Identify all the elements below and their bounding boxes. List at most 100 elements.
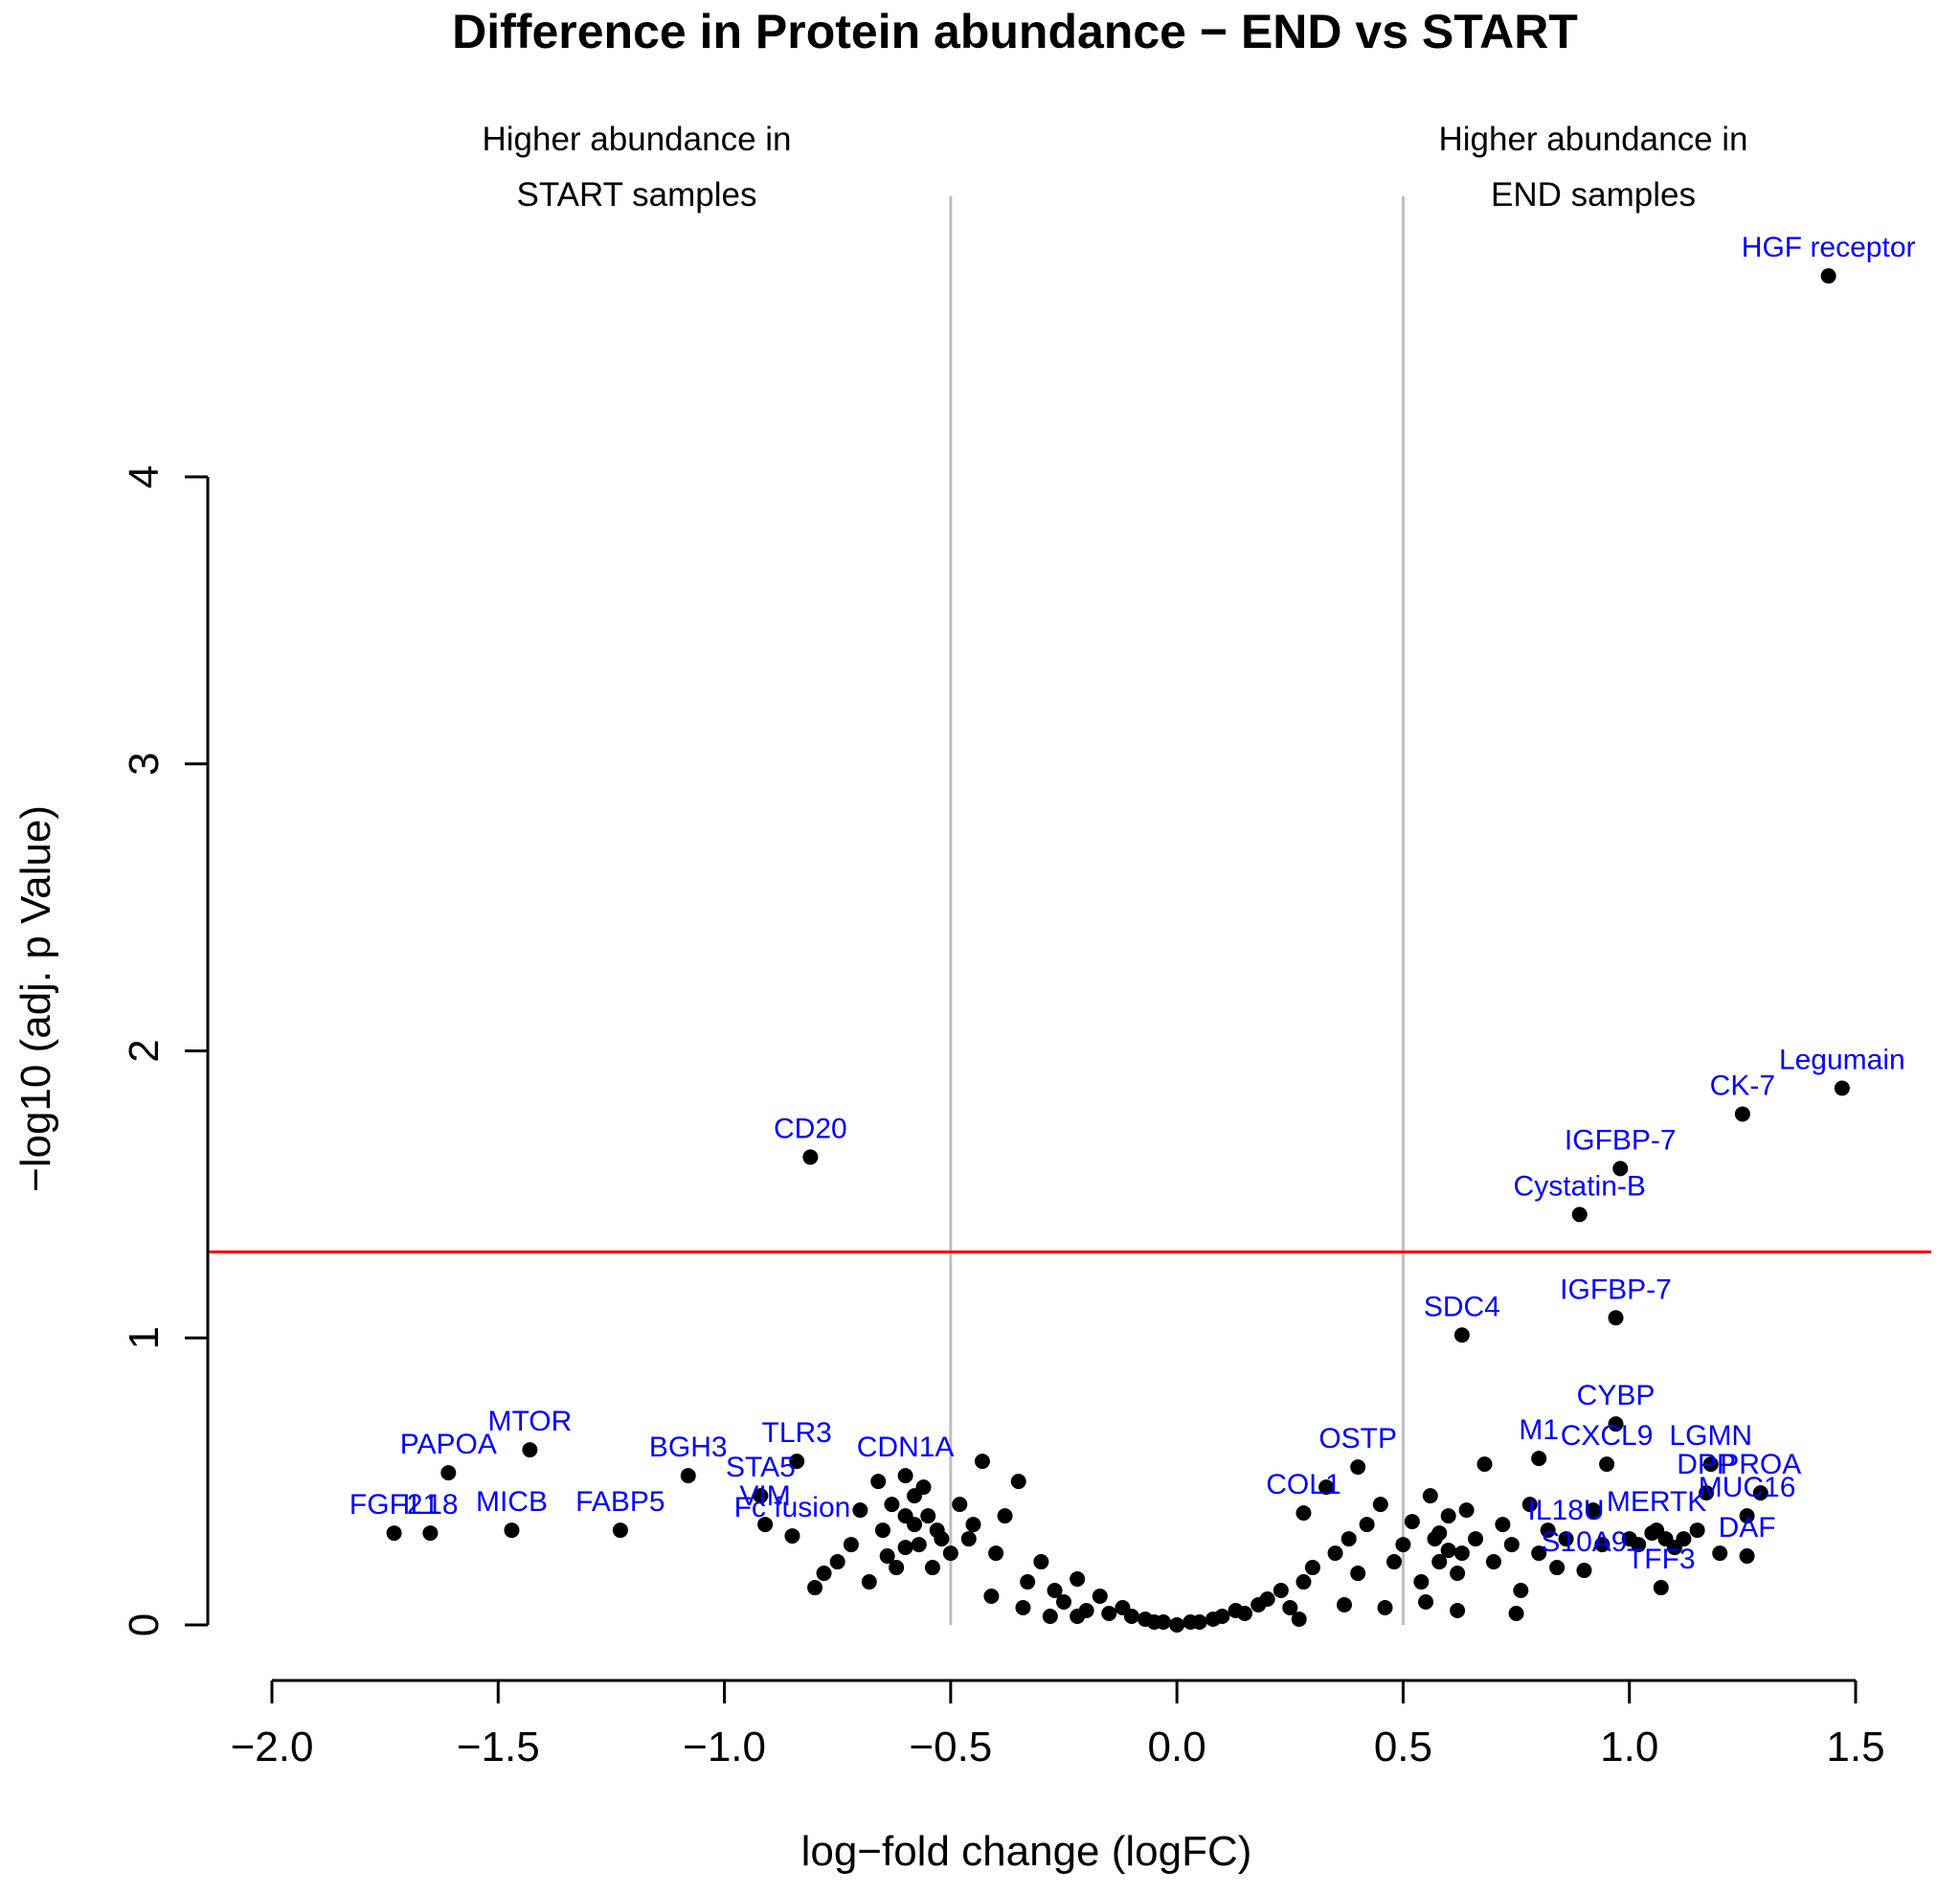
x-tick-label: −2.0 [231,1724,314,1770]
point-label: TFF3 [1627,1544,1696,1575]
data-point [1427,1531,1443,1547]
data-point [1594,1537,1611,1553]
data-point [924,1560,940,1576]
labeled-data-point [504,1522,520,1539]
labeled-data-point [1649,1522,1665,1539]
data-point [884,1497,900,1513]
point-label: FGF21 [349,1489,439,1521]
region-label-start-line-1: Higher abundance in [482,121,791,158]
labeled-data-point [802,1149,819,1165]
point-label: HGF receptor [1742,232,1916,263]
data-point [1191,1614,1207,1631]
point-label: S10A9 [1541,1526,1627,1558]
data-point [1101,1606,1117,1622]
point-label: IL18U [1528,1495,1605,1526]
labeled-data-point [1834,1080,1850,1096]
data-point [1676,1531,1692,1547]
data-point [1453,1545,1470,1562]
labeled-data-point [789,1454,805,1470]
data-point [988,1545,1004,1562]
data-point [1440,1543,1456,1559]
x-tick-label: 1.0 [1600,1724,1658,1770]
data-point [1413,1574,1430,1590]
labeled-data-point [1752,1485,1769,1501]
labeled-data-point [757,1517,774,1533]
data-point [1521,1497,1538,1513]
point-label: PROA [1720,1449,1801,1480]
point-label: CK-7 [1710,1070,1775,1101]
labeled-data-point [1608,1310,1624,1326]
y-tick-label: 4 [121,465,168,488]
labeled-data-point [897,1468,913,1484]
labeled-data-point [1734,1106,1750,1122]
data-point [843,1537,859,1553]
data-point [1422,1488,1438,1504]
data-point [1304,1560,1320,1576]
data-point [889,1560,905,1576]
point-label: SDC4 [1424,1291,1500,1322]
data-point [1458,1502,1475,1519]
data-point [1372,1497,1388,1513]
labeled-data-point [1608,1416,1624,1432]
point-label: DPP [1677,1449,1736,1480]
labeled-data-point [1653,1580,1669,1596]
data-point [920,1508,936,1524]
point-label: Cystatin-B [1514,1170,1646,1202]
point-label: CD20 [774,1113,847,1144]
labeled-data-point [386,1525,402,1542]
data-point [915,1479,932,1496]
data-point [1418,1594,1434,1611]
data-point [1631,1537,1647,1553]
data-point [1015,1600,1031,1616]
data-point [929,1522,945,1539]
region-label-start-line-2: START samples [517,176,757,214]
data-point [1503,1537,1520,1553]
y-tick-label: 3 [121,753,168,776]
data-point [1291,1612,1307,1628]
data-point [1549,1560,1566,1576]
data-point [1468,1531,1484,1547]
data-point [1386,1554,1402,1570]
labeled-data-point [1820,268,1836,284]
point-label: PAPOA [400,1429,497,1460]
point-label: CDN1A [857,1432,955,1463]
labeled-data-point [1295,1505,1312,1522]
y-tick-label: 1 [121,1326,168,1349]
x-tick-label: 0.0 [1148,1724,1206,1770]
y-axis-label: −log10 (adj. p Value) [12,805,59,1192]
data-point [1359,1517,1375,1533]
data-point [1377,1600,1393,1616]
x-axis: −2.0 −1.5 −1.0 −0.5 0.0 0.5 1.0 1.5 [231,1679,1885,1770]
point-label: VIM [739,1480,790,1512]
data-point [1585,1502,1601,1519]
data-point [1273,1583,1289,1599]
data-point [1237,1606,1253,1622]
reference-lines [208,196,1931,1625]
data-point [997,1508,1013,1524]
data-point [1395,1537,1411,1553]
point-label: FABP5 [575,1486,665,1518]
x-tick-label: −1.5 [457,1724,540,1770]
labeled-data-point [1739,1508,1755,1524]
y-axis: 0 1 2 3 4 [121,465,210,1636]
point-label: MERTK [1607,1486,1706,1518]
data-point [983,1589,1000,1605]
data-point [1340,1531,1357,1547]
point-label: CYBP [1577,1380,1656,1411]
point-label: LGMN [1669,1420,1752,1452]
data-point [1056,1594,1071,1611]
data-point [852,1502,868,1519]
data-point [1712,1545,1728,1562]
data-point [1350,1566,1366,1582]
data-point [870,1474,887,1490]
point-label: OSTP [1318,1423,1397,1454]
labeled-data-point [753,1488,769,1504]
data-point [1404,1514,1420,1530]
labeled-data-point [1531,1451,1547,1467]
data-point [1282,1600,1298,1616]
labeled-data-point [422,1525,439,1542]
data-point [1495,1517,1511,1533]
point-label: Fc fusion [734,1492,851,1523]
